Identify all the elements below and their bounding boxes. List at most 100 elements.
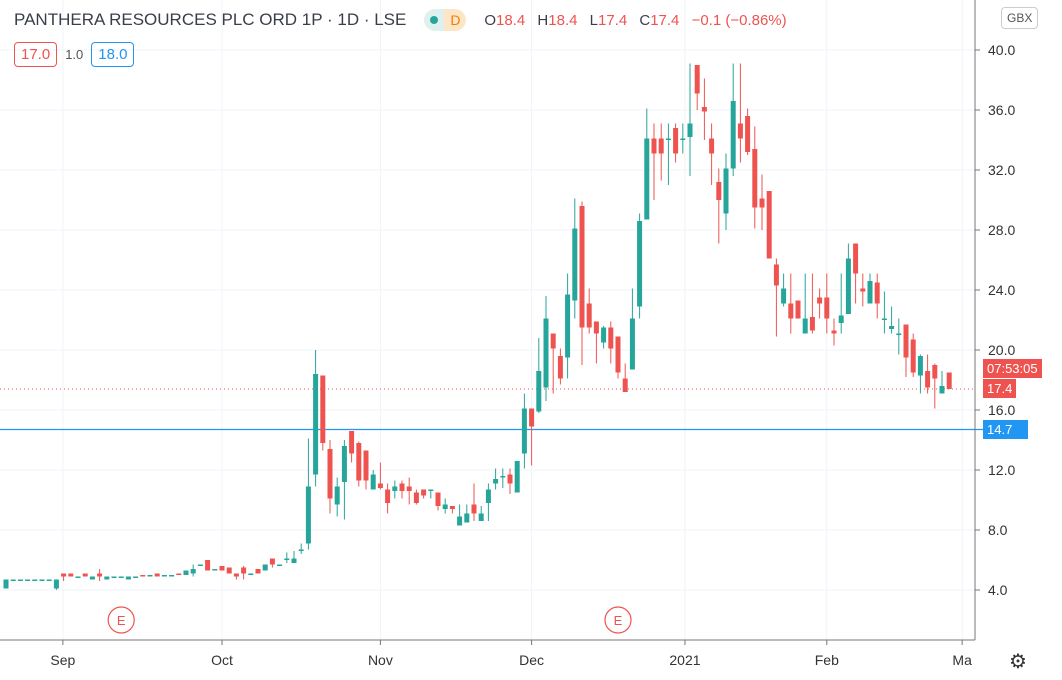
candle-body	[363, 450, 369, 481]
candle-body	[61, 573, 67, 577]
candle-body	[615, 336, 621, 373]
candle-body	[406, 486, 412, 491]
x-tick-label: Feb	[815, 652, 839, 668]
candle-body	[118, 576, 124, 578]
gear-icon[interactable]: ⚙	[1009, 651, 1027, 673]
candle-body	[629, 318, 635, 370]
candle-body	[3, 579, 9, 589]
candle-body	[831, 330, 837, 334]
close-label: C	[639, 11, 651, 29]
x-tick-label: 2021	[669, 652, 700, 668]
horizontal-line-label: 14.7	[983, 420, 1029, 439]
earnings-marker	[604, 606, 632, 634]
ohlc-legend: O18.4 H18.4 L17.4 C17.4 −0.1 (−0.86%)	[484, 12, 794, 29]
candle-body	[327, 449, 333, 499]
candle-body	[716, 182, 722, 200]
candle-body	[53, 579, 59, 589]
candle-body	[896, 333, 902, 335]
candle-body	[543, 318, 549, 388]
candle-body	[154, 573, 160, 577]
candle-body	[97, 573, 103, 577]
candle-body	[17, 579, 23, 581]
candle-body	[946, 372, 952, 389]
open-label: O	[484, 11, 497, 29]
spread-value: 1.0	[65, 47, 84, 62]
candle-body	[637, 221, 643, 307]
candle-body	[291, 558, 297, 563]
candle-body	[867, 281, 873, 304]
candle-body	[529, 408, 535, 427]
candle-body	[824, 297, 830, 319]
candle-body	[284, 558, 290, 560]
candle-body	[817, 297, 823, 304]
candle-body	[687, 123, 693, 137]
candle-body	[565, 294, 571, 358]
y-tick-label: 20.0	[988, 342, 1015, 358]
candle-body	[572, 228, 578, 301]
candle-body	[673, 128, 679, 154]
candle-body	[75, 576, 81, 578]
candle-body	[219, 566, 225, 571]
candle-body	[939, 386, 945, 394]
candle-body	[262, 564, 268, 571]
candle-body	[550, 333, 556, 349]
candle-body	[370, 474, 376, 490]
candle-body	[334, 486, 340, 505]
candle-body	[205, 560, 211, 571]
currency-button[interactable]: GBX	[1001, 7, 1039, 29]
countdown-label: 07:53:05	[983, 359, 1042, 378]
candle-body	[925, 371, 931, 388]
y-tick-label: 8.0	[988, 522, 1008, 538]
x-tick-label: Dec	[519, 652, 544, 668]
candle-body	[723, 168, 729, 214]
candle-body	[46, 579, 52, 581]
candle-body	[759, 198, 765, 208]
market-open-icon	[424, 9, 445, 31]
low-label: L	[589, 11, 598, 29]
candle-body	[305, 486, 311, 544]
candle-body	[435, 492, 441, 506]
candle-body	[176, 573, 182, 575]
candle-body	[269, 558, 275, 565]
y-tick-label: 16.0	[988, 402, 1015, 418]
candle-body	[853, 243, 859, 274]
candle-body	[579, 206, 585, 328]
sell-button[interactable]: 17.0	[14, 42, 58, 67]
chart-header: PANTHERA RESOURCES PLC ORD 1P · 1D · LSE…	[14, 9, 795, 31]
candle-body	[392, 486, 398, 491]
candle-body	[169, 575, 175, 577]
candle-body	[197, 564, 203, 566]
candle-body	[701, 107, 707, 112]
candle-body	[730, 101, 736, 169]
candle-body	[82, 573, 88, 577]
candle-body	[903, 324, 909, 358]
candle-body	[241, 567, 247, 574]
candle-body	[442, 504, 448, 509]
candle-body	[39, 579, 45, 581]
candle-body	[601, 327, 607, 343]
open-value: 18.4	[496, 11, 526, 29]
candle-body	[788, 303, 794, 319]
candle-body	[586, 303, 592, 328]
candle-body	[161, 575, 167, 577]
candle-body	[752, 149, 758, 208]
candle-body	[341, 446, 347, 482]
interval-badge[interactable]: D	[424, 9, 467, 31]
candle-body	[802, 318, 808, 334]
candle-body	[104, 576, 110, 580]
close-value: 17.4	[650, 11, 680, 29]
x-tick-label: Ma	[952, 652, 972, 668]
candle-body	[860, 288, 866, 292]
candle-body	[557, 356, 563, 379]
x-tick-label: Nov	[368, 652, 393, 668]
candle-body	[694, 65, 700, 94]
buy-button[interactable]: 18.0	[91, 42, 135, 67]
candle-body	[464, 513, 470, 523]
symbol-title[interactable]: PANTHERA RESOURCES PLC ORD 1P · 1D · LSE	[14, 10, 407, 29]
y-tick-label: 36.0	[988, 102, 1015, 118]
candle-body	[183, 570, 189, 575]
candle-body	[25, 579, 31, 581]
earnings-marker-label: E	[614, 613, 623, 628]
